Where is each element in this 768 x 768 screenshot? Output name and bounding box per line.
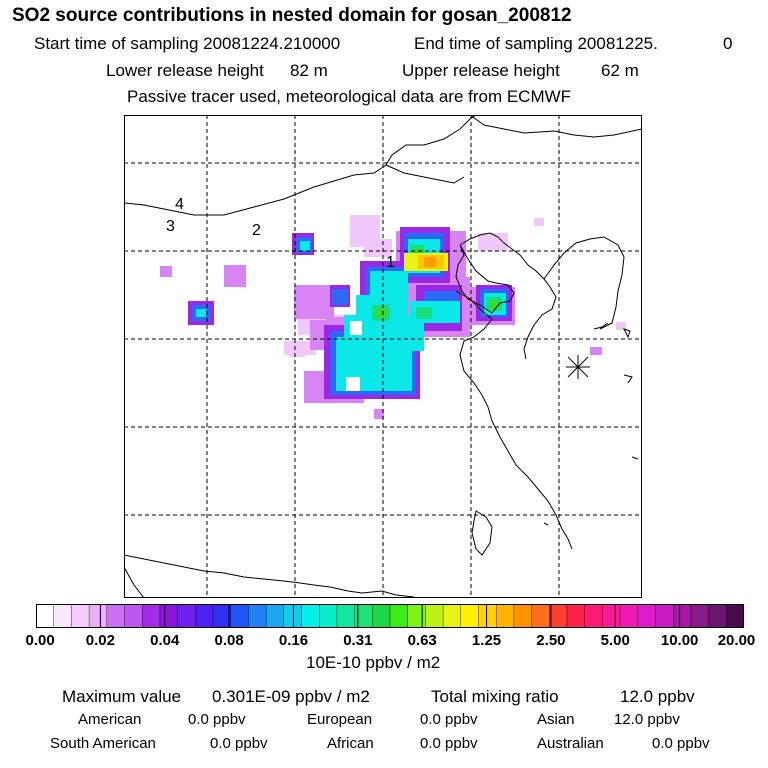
source-label-4: 4 [175, 196, 184, 213]
region-australian-value: 0.0 ppbv [652, 735, 710, 752]
model-note: Passive tracer used, meteorological data… [127, 87, 572, 106]
lower-release-value: 82 m [290, 61, 328, 80]
colorbar-tick-label: 0.02 [85, 632, 115, 649]
colorbar-tick-label: 0.00 [25, 632, 55, 649]
colorbar-cell [584, 604, 604, 628]
colorbar-tick-label: 20.00 [717, 632, 756, 649]
colorbar-cell [336, 604, 356, 628]
region-asian-label: Asian [537, 711, 575, 728]
colorbar-tick-label: 1.25 [471, 632, 502, 649]
colorbar-cell [407, 604, 427, 628]
colorbar-cell [36, 604, 55, 628]
colorbar-tick-label: 10.00 [660, 632, 699, 649]
region-american-value: 0.0 ppbv [188, 711, 246, 728]
colorbar-cell [389, 604, 409, 628]
region-asian-value: 12.0 ppbv [614, 711, 680, 728]
colorbar-cell [513, 604, 533, 628]
colorbar-cell [442, 604, 462, 628]
colorbar-cell [88, 604, 108, 628]
region-european-label: European [307, 711, 373, 728]
colorbar-cell [425, 604, 444, 628]
colorbar-cell [708, 604, 728, 628]
colorbar-cell [531, 604, 551, 628]
colorbar-cell [673, 604, 692, 628]
latlon-grid [124, 115, 642, 598]
colorbar-cell [124, 604, 143, 628]
colorbar-cell [141, 604, 161, 628]
color-scale-bar [36, 604, 744, 628]
colorbar-tick-label: 5.00 [600, 632, 630, 649]
region-african-label: African [327, 735, 374, 752]
colorbar-cell [319, 604, 338, 628]
receptor-asterisk-icon [566, 355, 590, 379]
colorbar-cell [619, 604, 639, 628]
colorbar-tick-label: 0.04 [150, 632, 180, 649]
colorbar-tick-label: 0.08 [214, 632, 244, 649]
upper-release-value: 62 m [601, 61, 639, 80]
colorbar-cell [53, 604, 73, 628]
colorbar-tick-label: 0.16 [278, 632, 309, 649]
colorbar-cell [566, 604, 586, 628]
max-value: 0.301E-09 ppbv / m2 [212, 687, 370, 706]
colorbar-cell [549, 604, 568, 628]
colorbar-cell [265, 604, 285, 628]
map-title: SO2 source contributions in nested domai… [12, 5, 572, 26]
colorbar-cell [177, 604, 197, 628]
colorbar-tick-label: 0.31 [343, 632, 373, 649]
colorbar-cell [71, 604, 90, 628]
total-mixing-value: 12.0 ppbv [620, 687, 695, 706]
region-south-american-value: 0.0 ppbv [210, 735, 268, 752]
colorbar-cell [460, 604, 480, 628]
coastlines [124, 115, 642, 598]
colorbar-cell [248, 604, 267, 628]
colorbar-cell [106, 604, 126, 628]
region-american-label: American [78, 711, 142, 728]
concentration-field [160, 215, 626, 419]
colorbar-units: 10E-10 ppbv / m2 [306, 653, 441, 672]
region-european-value: 0.0 ppbv [420, 711, 478, 728]
colorbar-cell [637, 604, 657, 628]
colorbar-cell [230, 604, 250, 628]
colorbar-cell [726, 604, 744, 628]
colorbar-cell [602, 604, 621, 628]
colorbar-cell [478, 604, 497, 628]
colorbar-cell [372, 604, 391, 628]
source-label-3: 3 [166, 218, 175, 235]
end-time-value: 0 [723, 34, 733, 53]
colorbar-tick-label: 0.63 [407, 632, 437, 649]
region-african-value: 0.0 ppbv [420, 735, 478, 752]
colorbar-cell [283, 604, 303, 628]
total-mixing-label: Total mixing ratio [431, 687, 559, 706]
end-time-label: End time of sampling 20081225. [414, 34, 658, 53]
max-value-label: Maximum value [62, 687, 182, 706]
upper-release-label: Upper release height [402, 61, 560, 80]
colorbar-cell [159, 604, 179, 628]
source-label-2: 2 [252, 222, 261, 239]
colorbar-cell [655, 604, 674, 628]
colorbar-cell [195, 604, 214, 628]
region-south-american-label: South American [50, 735, 156, 752]
colorbar-cell [496, 604, 515, 628]
start-time-label: Start time of sampling 20081224.210000 [34, 34, 341, 53]
colorbar-tick-label: 2.50 [536, 632, 566, 649]
concentration-map: 1 2 3 4 [124, 115, 642, 598]
colorbar-cell [212, 604, 232, 628]
lower-release-label: Lower release height [106, 61, 264, 80]
colorbar-cell [301, 604, 320, 628]
colorbar-cell [690, 604, 710, 628]
region-australian-label: Australian [537, 735, 604, 752]
source-label-1: 1 [386, 254, 395, 271]
